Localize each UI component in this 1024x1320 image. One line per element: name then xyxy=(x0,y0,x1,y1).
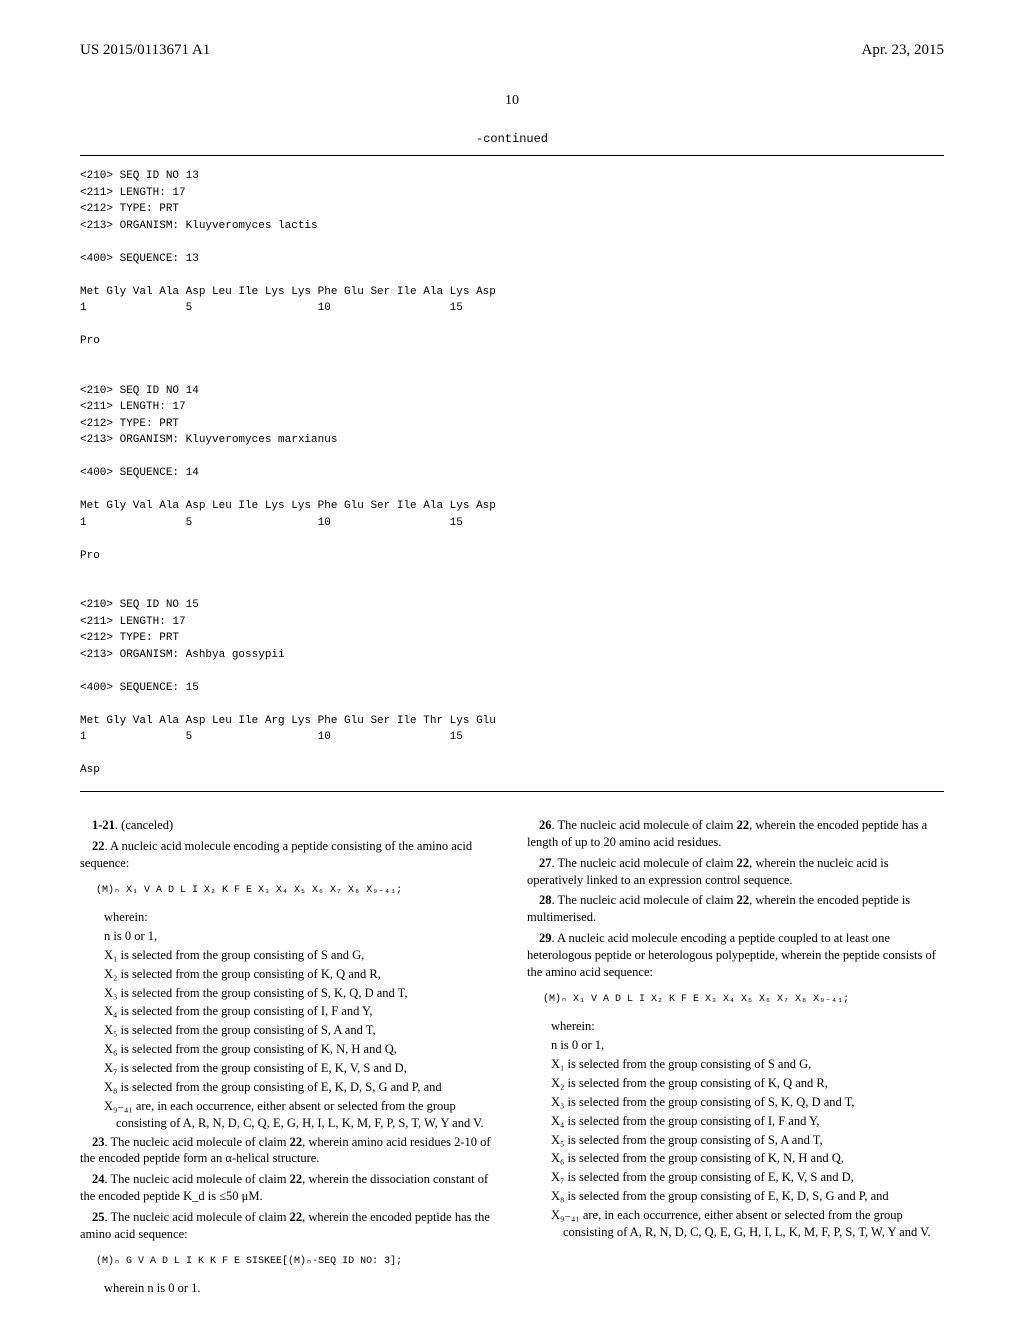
x3-line: X₃ is selected from the group consisting… xyxy=(104,985,497,1002)
claim-24: 24. The nucleic acid molecule of claim 2… xyxy=(80,1171,497,1205)
page-header: US 2015/0113671 A1 Apr. 23, 2015 xyxy=(80,40,944,61)
claim-1-21: 1-21. (canceled) xyxy=(80,817,497,834)
x5-line-r: X₅ is selected from the group consisting… xyxy=(551,1132,944,1149)
formula-29: (M)ₙ X₁ V A D L I X₂ K F E X₃ X₄ X₅ X₆ X… xyxy=(543,993,944,1007)
n-line: n is 0 or 1, xyxy=(104,928,497,945)
claim-25-footer: wherein n is 0 or 1. xyxy=(104,1280,497,1297)
x7-line: X₇ is selected from the group consisting… xyxy=(104,1060,497,1077)
x6-line-r: X₆ is selected from the group consisting… xyxy=(551,1150,944,1167)
wherein-line-r: wherein: xyxy=(551,1018,944,1035)
x9-line-r: X₉₋₄₁ are, in each occurrence, either ab… xyxy=(551,1207,944,1241)
sequence-listing: <210> SEQ ID NO 13 <211> LENGTH: 17 <212… xyxy=(80,155,944,792)
x5-line: X₅ is selected from the group consisting… xyxy=(104,1022,497,1039)
left-column: 1-21. (canceled) 22. A nucleic acid mole… xyxy=(80,817,497,1299)
x2-line-r: X₂ is selected from the group consisting… xyxy=(551,1075,944,1092)
continued-label: -continued xyxy=(80,131,944,148)
claims-columns: 1-21. (canceled) 22. A nucleic acid mole… xyxy=(80,817,944,1299)
x4-line-r: X₄ is selected from the group consisting… xyxy=(551,1113,944,1130)
n-line-r: n is 0 or 1, xyxy=(551,1037,944,1054)
publication-number: US 2015/0113671 A1 xyxy=(80,40,210,61)
claim-28: 28. The nucleic acid molecule of claim 2… xyxy=(527,892,944,926)
wherein-line: wherein: xyxy=(104,909,497,926)
claim-27: 27. The nucleic acid molecule of claim 2… xyxy=(527,855,944,889)
x3-line-r: X₃ is selected from the group consisting… xyxy=(551,1094,944,1111)
claim-25: 25. The nucleic acid molecule of claim 2… xyxy=(80,1209,497,1243)
page-number: 10 xyxy=(80,91,944,111)
x9-line: X₉₋₄₁ are, in each occurrence, either ab… xyxy=(104,1098,497,1132)
x8-line: X₈ is selected from the group consisting… xyxy=(104,1079,497,1096)
formula-22: (M)ₙ X₁ V A D L I X₂ K F E X₃ X₄ X₅ X₆ X… xyxy=(96,884,497,898)
x6-line: X₆ is selected from the group consisting… xyxy=(104,1041,497,1058)
x7-line-r: X₇ is selected from the group consisting… xyxy=(551,1169,944,1186)
x4-line: X₄ is selected from the group consisting… xyxy=(104,1003,497,1020)
right-column: 26. The nucleic acid molecule of claim 2… xyxy=(527,817,944,1299)
claim-26: 26. The nucleic acid molecule of claim 2… xyxy=(527,817,944,851)
x1-line: X₁ is selected from the group consisting… xyxy=(104,947,497,964)
claim-23: 23. The nucleic acid molecule of claim 2… xyxy=(80,1134,497,1168)
formula-25: (M)ₙ G V A D L I K K F E SISKEE[(M)ₙ-SEQ… xyxy=(96,1255,497,1269)
x1-line-r: X₁ is selected from the group consisting… xyxy=(551,1056,944,1073)
claim-29: 29. A nucleic acid molecule encoding a p… xyxy=(527,930,944,981)
claim-22: 22. A nucleic acid molecule encoding a p… xyxy=(80,838,497,872)
publication-date: Apr. 23, 2015 xyxy=(862,40,945,61)
x8-line-r: X₈ is selected from the group consisting… xyxy=(551,1188,944,1205)
x2-line: X₂ is selected from the group consisting… xyxy=(104,966,497,983)
